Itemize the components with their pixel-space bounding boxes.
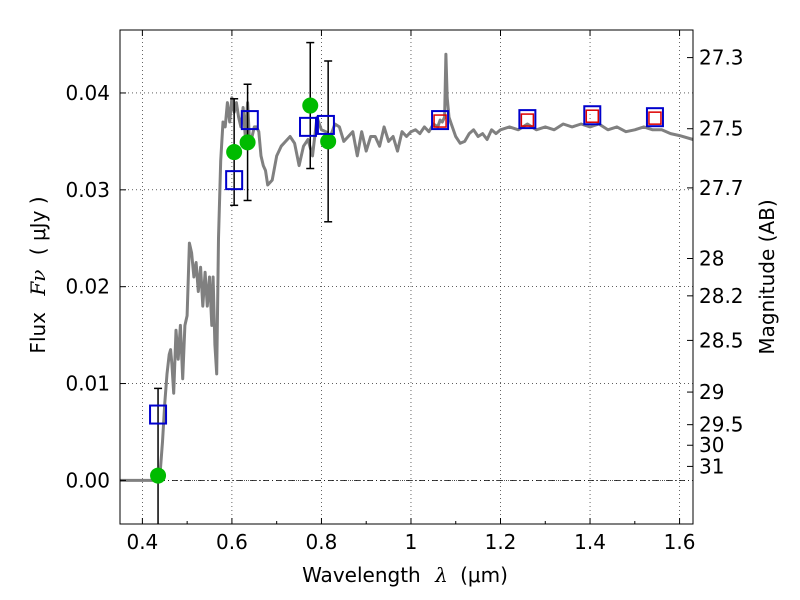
x-tick-label: 1.2	[485, 530, 517, 554]
model-sed-layer	[120, 52, 694, 482]
observed-point	[302, 97, 319, 114]
observed-point	[239, 134, 256, 151]
mag-tick-label: 29.5	[699, 413, 744, 437]
mag-tick-label: 27.7	[699, 176, 744, 200]
model-photometry-nir-square	[585, 109, 600, 123]
model-photometry-square	[225, 170, 244, 191]
model-photometry-square	[316, 114, 335, 135]
model-photometry-nir-square	[648, 111, 662, 125]
observed-point	[320, 133, 337, 150]
model-photometry-square	[299, 116, 318, 137]
model-photometry-square	[518, 109, 537, 130]
model-photometry-nir-square	[433, 114, 447, 128]
plot-frame	[119, 29, 694, 525]
model-photometry-square	[149, 404, 168, 425]
model-photometry-square	[431, 110, 450, 131]
mag-tick-label: 28.2	[699, 284, 744, 308]
data-markers	[149, 97, 664, 484]
model-photometry-square	[645, 107, 664, 128]
axis-ticks: 0.4 0.6 0.8 1 1.2 1.4 1.6 0.00 0.01 0.02 0.03 0.04 2…	[65, 30, 744, 554]
y2-axis-label: Magnitude (AB)	[755, 199, 779, 354]
mag-tick-label: 30	[699, 433, 724, 457]
y-axis-label: Flux Fν ( μJy )	[26, 196, 50, 353]
model-photometry-nir-square	[520, 113, 535, 127]
mag-tick-label: 27.3	[699, 46, 744, 70]
mag-tick-label: 29	[699, 380, 724, 404]
mag-tick-label: 31	[699, 454, 724, 478]
x-tick-label: 1.4	[574, 530, 606, 554]
x-tick-label: 0.4	[126, 530, 158, 554]
x-tick-label: 1.6	[664, 530, 696, 554]
observed-point	[226, 144, 243, 161]
observed-point	[150, 467, 167, 484]
x-tick-label: 0.8	[306, 530, 338, 554]
mag-tick-label: 27.5	[699, 117, 744, 141]
model-photometry-square	[240, 110, 259, 131]
mag-tick-label: 28	[699, 247, 724, 271]
y-tick-label: 0.00	[65, 468, 110, 492]
y-tick-label: 0.02	[65, 275, 110, 299]
mag-tick-label: 28.5	[699, 328, 744, 352]
y-tick-label: 0.01	[65, 372, 110, 396]
model-sed-line	[120, 52, 694, 482]
x-tick-label: 0.6	[216, 530, 248, 554]
y-tick-label: 0.03	[65, 178, 110, 202]
model-photometry-square	[583, 105, 602, 126]
y-tick-label: 0.04	[65, 81, 110, 105]
x-tick-label: 1	[405, 530, 418, 554]
x-axis-label: Wavelength λ (μm)	[302, 563, 508, 587]
